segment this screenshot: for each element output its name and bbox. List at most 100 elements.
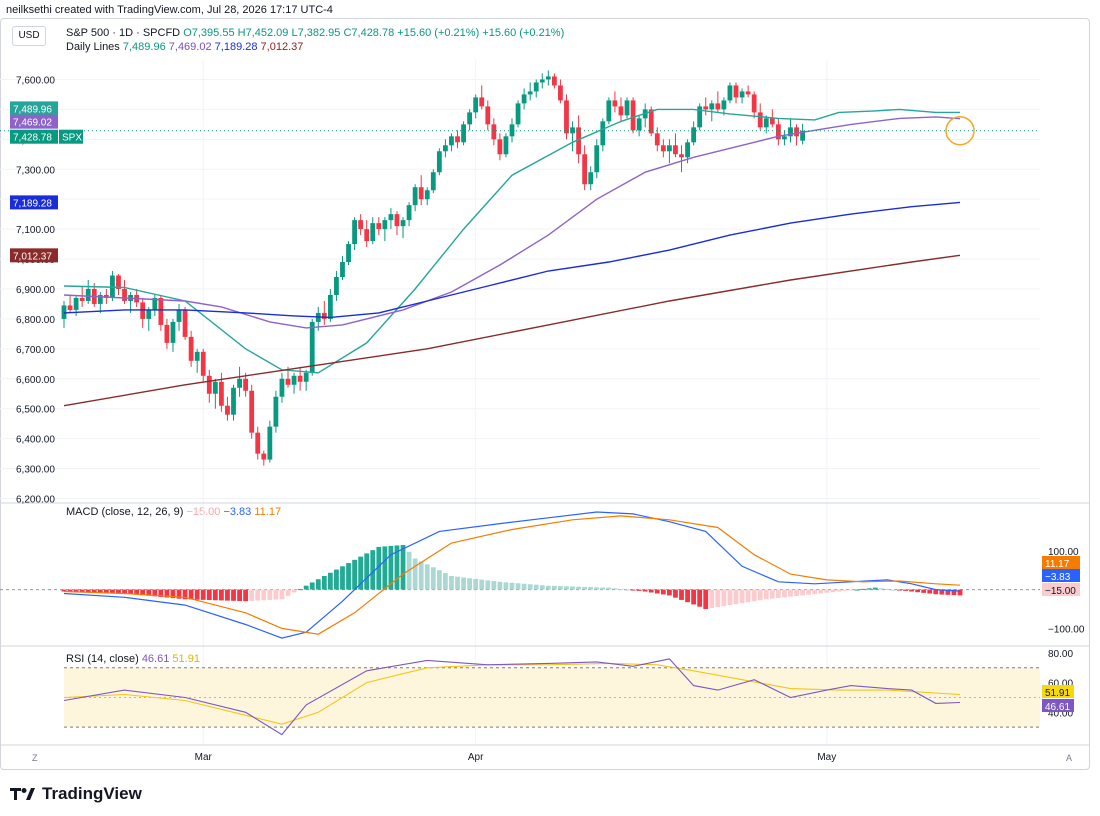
macd-histogram-bar bbox=[285, 589, 291, 596]
candle-body bbox=[479, 97, 485, 107]
auto-scale-button[interactable]: A bbox=[1066, 753, 1073, 763]
macd-histogram-bar bbox=[812, 589, 818, 595]
macd-histogram-bar bbox=[558, 586, 563, 590]
macd-histogram-bar bbox=[903, 589, 908, 591]
macd-histogram-bar bbox=[715, 589, 721, 608]
candle-body bbox=[545, 76, 551, 80]
candle-body bbox=[648, 109, 654, 134]
macd-histogram-bar bbox=[370, 550, 376, 590]
footer-brand: TradingView bbox=[42, 784, 142, 803]
macd-histogram-bar bbox=[237, 589, 242, 602]
macd-histogram-bar bbox=[85, 589, 91, 593]
time-tick-label: May bbox=[817, 752, 836, 763]
candle-body bbox=[237, 378, 242, 388]
macd-histogram-bar bbox=[267, 589, 273, 600]
macd-title[interactable]: MACD (close, 12, 26, 9) bbox=[66, 506, 184, 518]
price-tag-label: 7,189.28 bbox=[13, 198, 52, 209]
candle-body bbox=[346, 244, 351, 263]
currency-button[interactable]: USD bbox=[12, 26, 46, 46]
rsi-header: RSI (14, close) 46.61 51.91 bbox=[66, 653, 200, 665]
rsi-line bbox=[63, 658, 961, 736]
chart-credit: neilksethi created with TradingView.com,… bbox=[6, 4, 333, 16]
macd-histogram-bar bbox=[430, 567, 436, 590]
rsi-title[interactable]: RSI (14, close) bbox=[66, 653, 139, 665]
macd-histogram-bar bbox=[933, 589, 939, 595]
macd-histogram-bar bbox=[866, 588, 872, 590]
macd-histogram-bar bbox=[388, 545, 394, 590]
macd-histogram-bar bbox=[745, 589, 751, 603]
macd-histogram-bar bbox=[455, 576, 460, 590]
rsi-tag-label: 51.91 bbox=[1045, 688, 1070, 699]
candle-body bbox=[146, 309, 152, 319]
macd-histogram-bar bbox=[721, 589, 727, 607]
macd-histogram-bar bbox=[91, 589, 97, 593]
macd-histogram-bar bbox=[182, 589, 188, 600]
macd-histogram-bar bbox=[927, 589, 933, 594]
macd-histogram-bar bbox=[945, 589, 951, 595]
macd-tag-bg bbox=[1042, 569, 1080, 582]
macd-histogram-bar bbox=[79, 589, 85, 593]
macd-histogram-bar bbox=[291, 589, 297, 593]
price-tick-label: 6,500.00 bbox=[16, 405, 55, 416]
macd-line bbox=[63, 511, 961, 639]
candle-body bbox=[243, 378, 249, 391]
candle-body bbox=[61, 305, 67, 319]
macd-histogram-bar bbox=[176, 589, 182, 599]
candle-body bbox=[388, 214, 394, 221]
macd-histogram-bar bbox=[261, 589, 267, 601]
candle-body bbox=[775, 124, 781, 140]
candle-body bbox=[321, 312, 327, 319]
symbol-tag-label: SPX bbox=[62, 133, 82, 144]
macd-tag-bg bbox=[1042, 556, 1080, 569]
candle-body bbox=[334, 277, 339, 295]
candle-body bbox=[261, 453, 267, 460]
symbol-name[interactable]: S&P 500 · 1D · SPCFD bbox=[66, 27, 181, 39]
macd-histogram-bar bbox=[364, 553, 370, 590]
ma200-value: 7,012.37 bbox=[260, 41, 304, 53]
macd-histogram-bar bbox=[255, 589, 261, 601]
macd-histogram-bar bbox=[134, 589, 140, 595]
candle-body bbox=[515, 103, 521, 125]
macd-histogram-bar bbox=[212, 589, 218, 601]
ma50-value: 7,469.02 bbox=[168, 41, 212, 53]
candle-body bbox=[606, 100, 612, 122]
macd-histogram-bar bbox=[279, 589, 285, 600]
macd-histogram-bar bbox=[769, 589, 775, 599]
macd-histogram-bar bbox=[624, 589, 630, 591]
open-value: O7,395.55 bbox=[183, 27, 235, 39]
macd-histogram-bar bbox=[691, 589, 697, 605]
macd-histogram-bar bbox=[800, 589, 805, 596]
macd-histogram-bar bbox=[854, 589, 860, 591]
candle-body bbox=[491, 124, 497, 140]
time-tick-label: Apr bbox=[468, 752, 484, 763]
candle-body bbox=[73, 297, 79, 310]
macd-histogram-bar bbox=[527, 584, 533, 590]
macd-histogram-bar bbox=[848, 589, 854, 591]
candle-body bbox=[600, 121, 606, 146]
macd-histogram-bar bbox=[594, 587, 600, 590]
macd-histogram-bar bbox=[467, 578, 473, 590]
macd-histogram-bar bbox=[249, 589, 255, 601]
candle-body bbox=[800, 130, 805, 141]
macd-histogram-bar bbox=[346, 563, 351, 590]
daily-lines-label[interactable]: Daily Lines bbox=[66, 41, 120, 53]
candle-body bbox=[412, 187, 418, 206]
candle-body bbox=[636, 118, 642, 131]
candle-body bbox=[709, 103, 715, 110]
chart-frame bbox=[0, 18, 1090, 770]
candle-body bbox=[340, 262, 345, 278]
candle-body bbox=[715, 103, 721, 110]
macd-histogram-bar bbox=[872, 587, 878, 590]
candle-body bbox=[788, 127, 793, 137]
macd-histogram-bar bbox=[545, 585, 551, 590]
price-tick-label: 7,300.00 bbox=[16, 165, 55, 176]
ma100-value: 7,189.28 bbox=[214, 41, 258, 53]
candle-body bbox=[158, 297, 164, 325]
low-value: L7,382.95 bbox=[291, 27, 341, 39]
reset-zoom-button[interactable]: Z bbox=[32, 753, 38, 763]
macd-tick-label: −100.00 bbox=[1048, 624, 1085, 635]
macd-histogram-bar bbox=[957, 589, 963, 596]
macd-histogram-bar bbox=[515, 583, 521, 590]
macd-histogram-bar bbox=[503, 582, 509, 590]
